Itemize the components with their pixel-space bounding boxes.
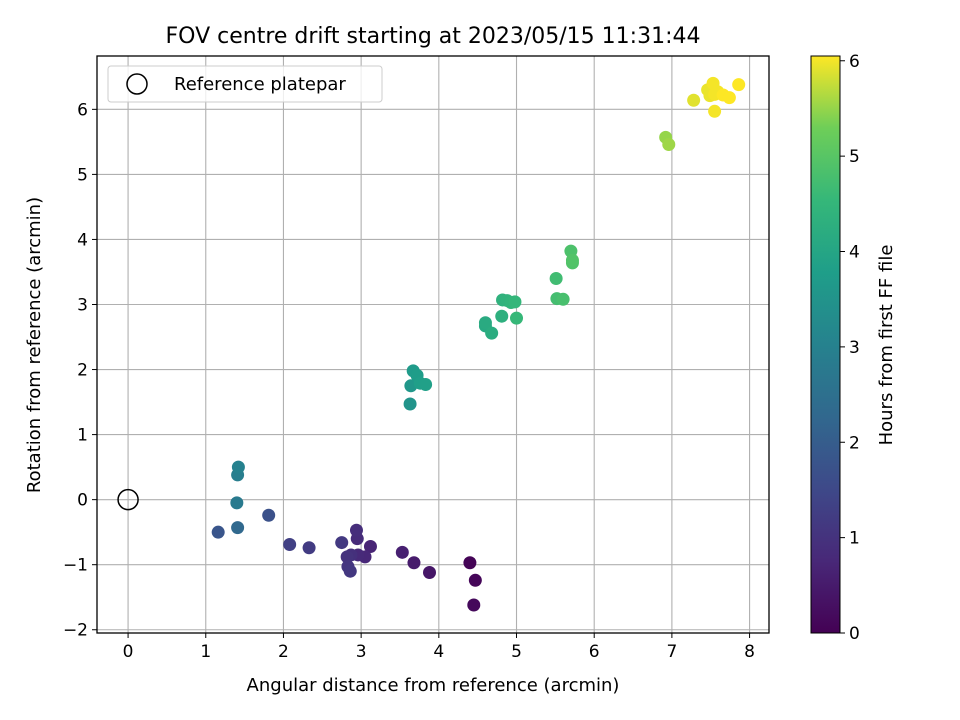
data-point — [708, 104, 722, 118]
legend-marker-reference — [126, 73, 148, 95]
x-tick-label: 1 — [200, 642, 211, 662]
data-point — [687, 93, 701, 107]
data-point — [363, 539, 377, 553]
plot-frame — [96, 55, 770, 634]
colorbar-tick-label: 2 — [849, 433, 860, 453]
y-tick-label: −1 — [63, 556, 88, 576]
legend-box — [107, 65, 383, 103]
x-tick-label: 0 — [123, 642, 134, 662]
data-point — [343, 564, 357, 578]
data-point — [549, 271, 563, 285]
data-point — [510, 311, 524, 325]
data-point — [732, 78, 746, 92]
data-point — [340, 550, 354, 564]
x-tick-label: 7 — [666, 642, 677, 662]
data-point — [467, 598, 481, 612]
data-point — [485, 326, 499, 340]
y-tick-label: −2 — [63, 621, 88, 641]
data-point — [722, 91, 736, 105]
x-tick-label: 6 — [589, 642, 600, 662]
grid-lines — [97, 56, 769, 633]
colorbar-gradient — [810, 55, 841, 634]
x-tick-label: 3 — [356, 642, 367, 662]
x-axis-label: Angular distance from reference (arcmin) — [247, 675, 620, 696]
x-tick-label: 2 — [278, 642, 289, 662]
data-point — [335, 536, 349, 550]
y-tick-label: 2 — [77, 361, 88, 381]
colorbar-tick-label: 4 — [849, 243, 860, 263]
colorbar-label: Hours from first FF file — [876, 245, 897, 446]
colorbar: 0 1 2 3 4 5 6 Hours from first FF file — [810, 52, 897, 644]
data-point — [302, 541, 316, 555]
y-tick-label: 4 — [77, 230, 88, 250]
colorbar-tick-label: 5 — [849, 147, 860, 167]
data-point — [508, 295, 522, 309]
data-point — [230, 496, 244, 510]
data-point — [262, 508, 276, 522]
data-point — [468, 573, 482, 587]
data-point — [395, 545, 409, 559]
data-point — [423, 566, 437, 580]
colorbar-tick-label: 3 — [849, 338, 860, 358]
data-point — [565, 253, 579, 267]
data-point — [403, 397, 417, 411]
x-tick-label: 5 — [511, 642, 522, 662]
y-tick-label: 5 — [77, 165, 88, 185]
data-point — [463, 556, 477, 570]
y-tick-label: 6 — [77, 100, 88, 120]
data-point — [419, 378, 433, 392]
data-point — [495, 309, 509, 323]
y-tick-label: 1 — [77, 426, 88, 446]
data-point — [407, 556, 421, 570]
data-point — [556, 292, 570, 306]
data-point — [231, 460, 245, 474]
y-axis-ticks: −2 −1 0 1 2 3 4 5 6 — [63, 100, 97, 641]
data-point — [211, 525, 225, 539]
data-point — [349, 523, 363, 537]
colorbar-tick-label: 6 — [849, 52, 860, 72]
data-point — [478, 316, 492, 330]
reference-point-marker — [117, 488, 139, 511]
chart-title: FOV centre drift starting at 2023/05/15 … — [166, 24, 701, 49]
x-tick-label: 8 — [744, 642, 755, 662]
legend: Reference platepar — [107, 65, 383, 103]
scatter-points — [117, 76, 746, 612]
x-axis-ticks: 0 1 2 3 4 5 6 7 8 — [123, 633, 755, 662]
data-point — [662, 137, 676, 151]
y-axis-label: Rotation from reference (arcmin) — [24, 197, 45, 493]
y-tick-label: 3 — [77, 295, 88, 315]
data-point — [231, 521, 245, 535]
y-tick-label: 0 — [77, 491, 88, 511]
colorbar-ticks: 0 1 2 3 4 5 6 — [840, 52, 860, 644]
colorbar-tick-label: 0 — [849, 624, 860, 644]
data-point — [283, 538, 297, 552]
colorbar-tick-label: 1 — [849, 529, 860, 549]
legend-entry-reference: Reference platepar — [174, 74, 346, 95]
x-tick-label: 4 — [433, 642, 444, 662]
